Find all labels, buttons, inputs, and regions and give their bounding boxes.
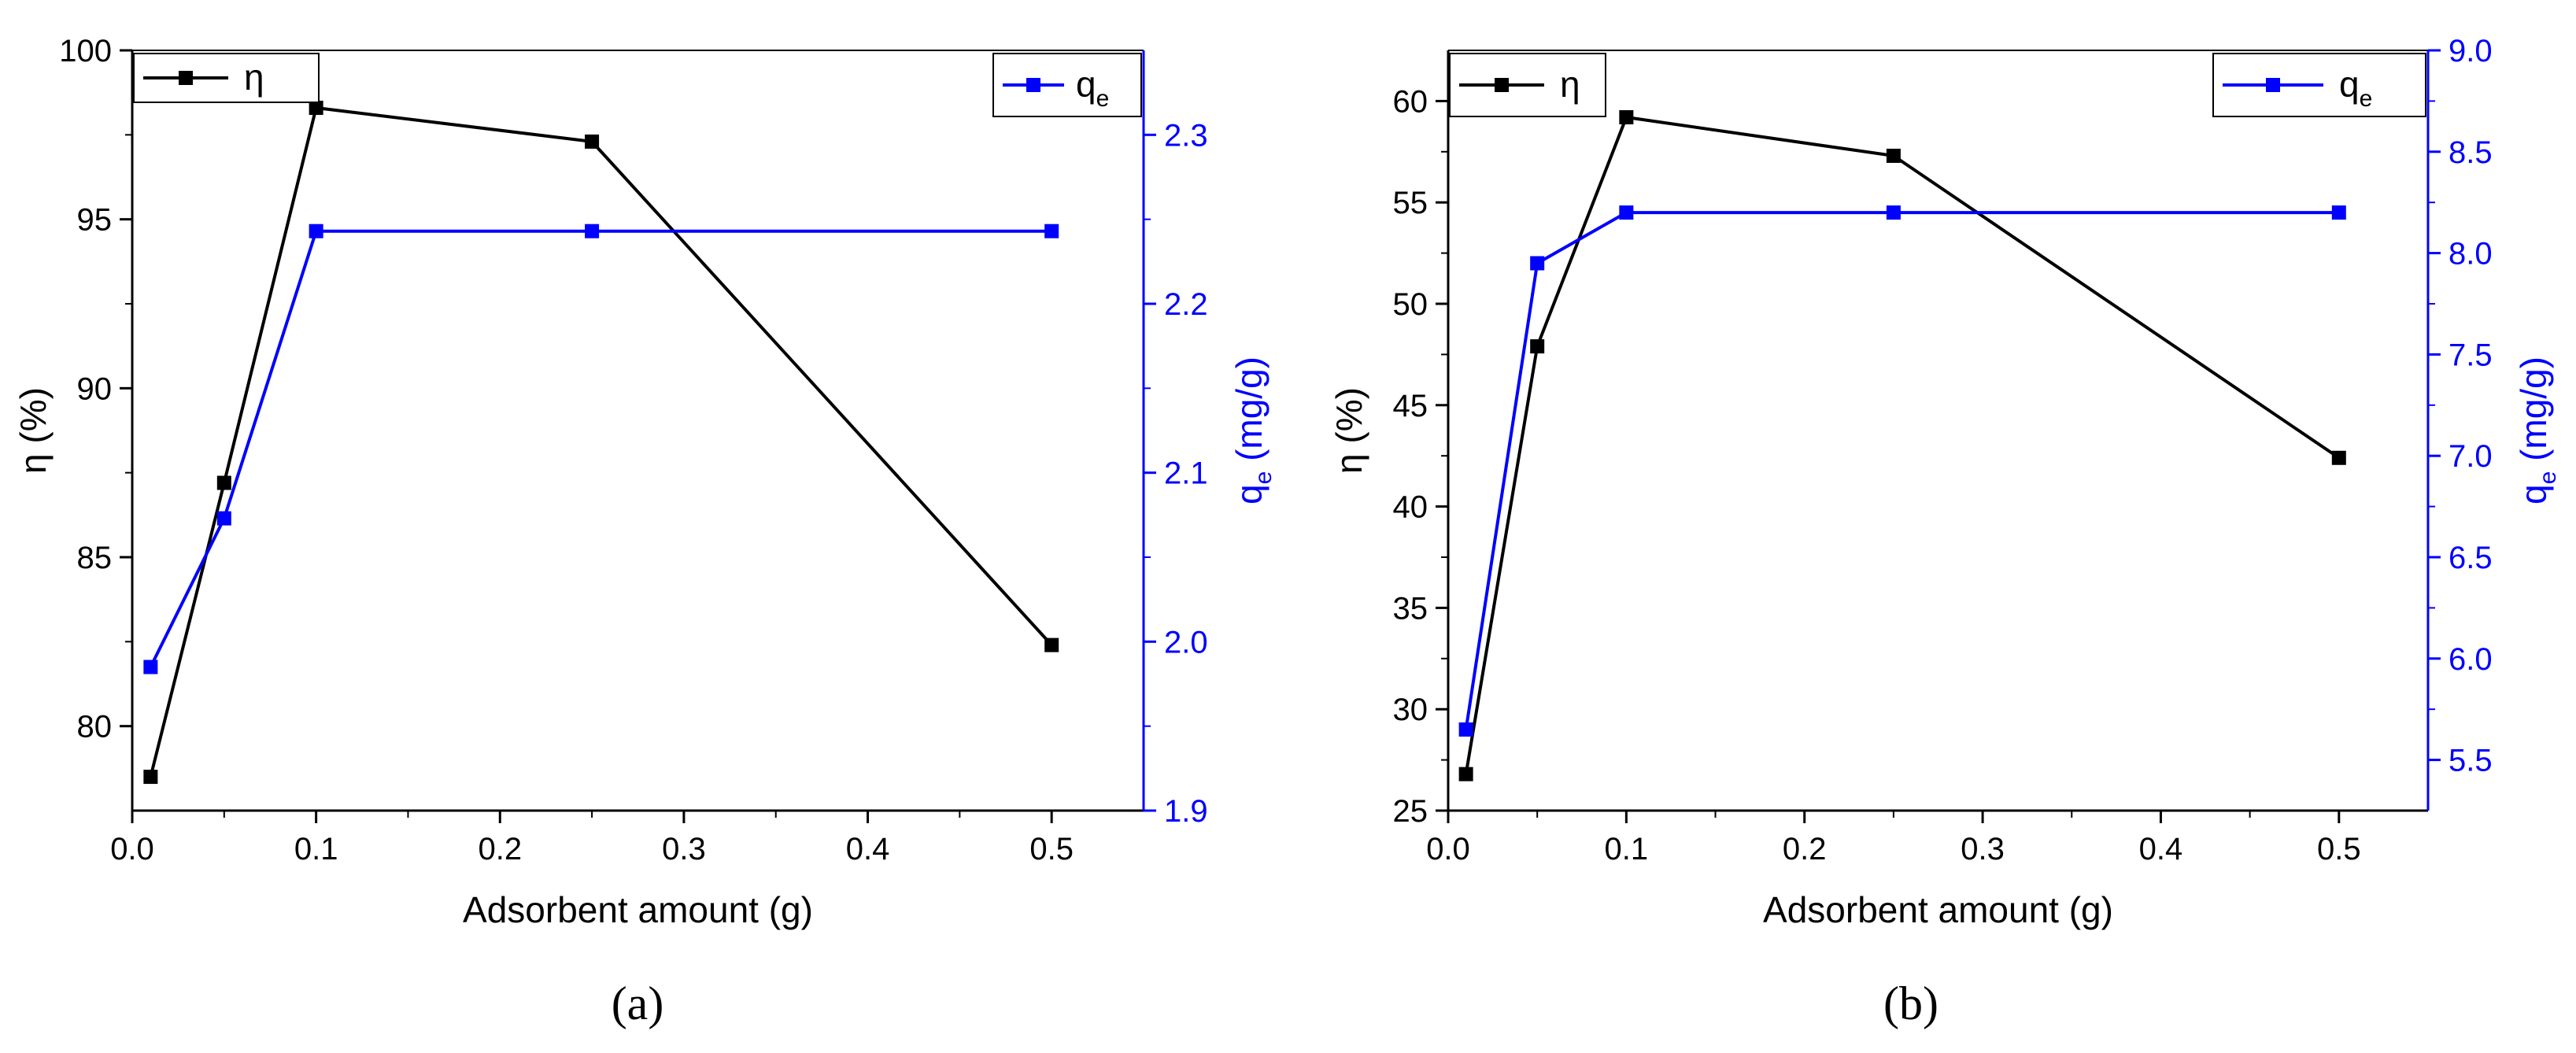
right-y-tick-label: 6.0	[2448, 642, 2493, 677]
right-y-tick-label: 2.1	[1164, 456, 1208, 491]
left-y-axis-title: η (%)	[1329, 387, 1369, 474]
data-point-qe	[1619, 205, 1634, 220]
right-y-axis-title-sub: e	[2535, 471, 2561, 485]
x-axis-title: Adsorbent amount (g)	[463, 889, 813, 930]
left-y-tick-label: 95	[77, 203, 113, 238]
legend-eta-marker	[1495, 78, 1509, 92]
data-point-qe	[143, 660, 158, 674]
x-tick-label: 0.2	[478, 832, 522, 866]
legend-eta-label: η	[1560, 64, 1580, 105]
data-point-qe	[2331, 205, 2346, 220]
data-point-eta	[143, 770, 158, 785]
x-tick-label: 0.4	[846, 832, 890, 866]
data-point-eta	[1886, 148, 1901, 163]
legend-qe-label-sub: e	[2360, 86, 2373, 112]
x-tick-label: 0.5	[2317, 832, 2361, 866]
right-y-tick-label: 8.5	[2448, 135, 2493, 170]
right-y-tick-label: 2.0	[1164, 625, 1208, 660]
left-y-tick-label: 45	[1393, 389, 1428, 423]
data-point-eta	[1044, 637, 1059, 652]
data-point-qe	[1458, 722, 1473, 737]
left-y-tick-label: 30	[1393, 693, 1428, 727]
left-y-tick-label: 55	[1393, 186, 1428, 220]
data-point-qe	[216, 511, 231, 526]
series-line-qe	[1464, 211, 2339, 730]
x-tick-label: 0.4	[2139, 832, 2183, 866]
right-y-axis-title-main: q	[1229, 484, 1270, 504]
right-y-tick-label: 2.2	[1164, 287, 1208, 322]
right-y-tick-label: 6.5	[2448, 541, 2493, 575]
right-y-tick-label: 2.3	[1164, 118, 1208, 153]
right-y-axis-title: qe (mg/g)	[2513, 357, 2561, 504]
left-y-tick-label: 85	[77, 541, 113, 575]
right-y-axis-title-unit: (mg/g)	[2513, 357, 2554, 471]
data-point-eta	[1458, 767, 1473, 781]
chart-panel-b: 0.0 0.1 0.2 0.3 0.4 0.5 25 30 35 40 45 50 55 60 5.5 6.0…	[1329, 34, 2561, 1029]
right-y-axis-title-sub: e	[1251, 471, 1277, 485]
left-y-tick-label: 100	[59, 34, 112, 68]
left-y-tick-label: 80	[77, 710, 113, 744]
data-point-qe	[309, 224, 323, 238]
x-tick-label: 0.3	[1961, 832, 2005, 866]
chart-panel-a: 0.0 0.1 0.2 0.3 0.4 0.5 80 85 90 95 100 1.9 2.0 2.1 2.…	[13, 34, 1277, 1029]
data-point-eta	[309, 100, 323, 115]
legend-qe-marker	[1026, 78, 1040, 92]
data-point-eta	[1530, 339, 1545, 354]
left-y-tick-label: 40	[1393, 490, 1428, 525]
x-tick-label: 0.0	[1426, 832, 1470, 866]
panel-label: (a)	[612, 977, 664, 1029]
legend-qe-label-main: q	[2339, 64, 2360, 105]
legend-eta-marker	[179, 71, 193, 85]
right-y-axis-title-main: q	[2513, 484, 2554, 504]
legend-qe-label: qe	[1076, 64, 1109, 112]
x-tick-label: 0.1	[294, 832, 338, 866]
left-y-axis-title: η (%)	[13, 387, 54, 474]
series-line-qe	[149, 229, 1052, 668]
x-tick-label: 0.2	[1783, 832, 1827, 866]
legend-qe-label: qe	[2339, 64, 2372, 112]
left-y-tick-label: 35	[1393, 591, 1428, 626]
series-line-eta	[1464, 115, 2340, 774]
right-y-tick-label: 7.5	[2448, 338, 2493, 372]
data-point-eta	[1619, 110, 1634, 125]
legend-qe-marker	[2266, 78, 2280, 92]
x-tick-label: 0.0	[110, 832, 154, 866]
series-line-eta	[149, 105, 1053, 778]
data-point-qe	[585, 224, 600, 238]
left-y-tick-label: 90	[77, 371, 113, 406]
right-y-tick-label: 8.0	[2448, 237, 2493, 272]
x-tick-label: 0.3	[662, 832, 706, 866]
data-point-eta	[585, 134, 600, 149]
left-y-tick-label: 50	[1393, 287, 1428, 322]
right-y-tick-label: 5.5	[2448, 744, 2493, 778]
x-axis-title: Adsorbent amount (g)	[1763, 889, 2113, 930]
x-tick-label: 0.1	[1605, 832, 1649, 866]
left-y-tick-label: 60	[1393, 84, 1428, 119]
x-tick-label: 0.5	[1029, 832, 1074, 866]
data-point-qe	[1886, 205, 1901, 220]
right-y-axis-title: qe (mg/g)	[1229, 357, 1277, 504]
data-point-qe	[1530, 256, 1545, 271]
data-point-eta	[216, 475, 231, 490]
right-y-tick-label: 1.9	[1164, 794, 1208, 829]
right-y-tick-label: 7.0	[2448, 439, 2493, 474]
right-y-axis-title-unit: (mg/g)	[1229, 357, 1270, 471]
legend-eta-label: η	[244, 57, 264, 98]
right-y-tick-label: 9.0	[2448, 34, 2493, 68]
legend-qe-label-main: q	[1076, 64, 1096, 105]
legend-qe-label-sub: e	[1096, 86, 1110, 112]
data-point-qe	[1044, 224, 1059, 238]
left-y-tick-label: 25	[1393, 794, 1428, 829]
panel-label: (b)	[1883, 977, 1938, 1029]
data-point-eta	[2331, 450, 2346, 465]
